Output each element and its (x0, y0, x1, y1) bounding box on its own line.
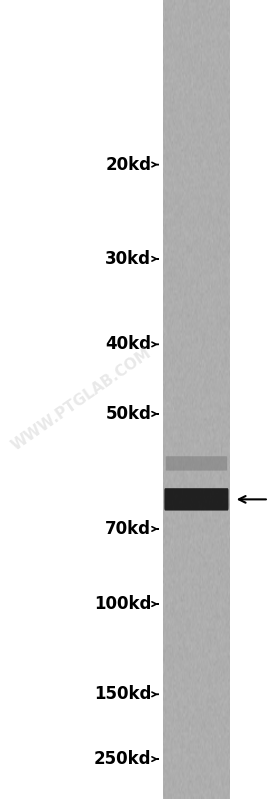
FancyBboxPatch shape (164, 488, 228, 511)
Text: 30kd: 30kd (105, 250, 151, 268)
Text: 100kd: 100kd (94, 595, 151, 613)
Text: 20kd: 20kd (105, 156, 151, 173)
Text: 50kd: 50kd (105, 405, 151, 423)
Text: 70kd: 70kd (105, 520, 151, 538)
FancyBboxPatch shape (166, 456, 227, 471)
Text: 40kd: 40kd (105, 336, 151, 353)
Text: WWW.PTGLAB.COM: WWW.PTGLAB.COM (8, 345, 154, 454)
Text: 250kd: 250kd (94, 750, 151, 768)
Text: 150kd: 150kd (94, 686, 151, 703)
